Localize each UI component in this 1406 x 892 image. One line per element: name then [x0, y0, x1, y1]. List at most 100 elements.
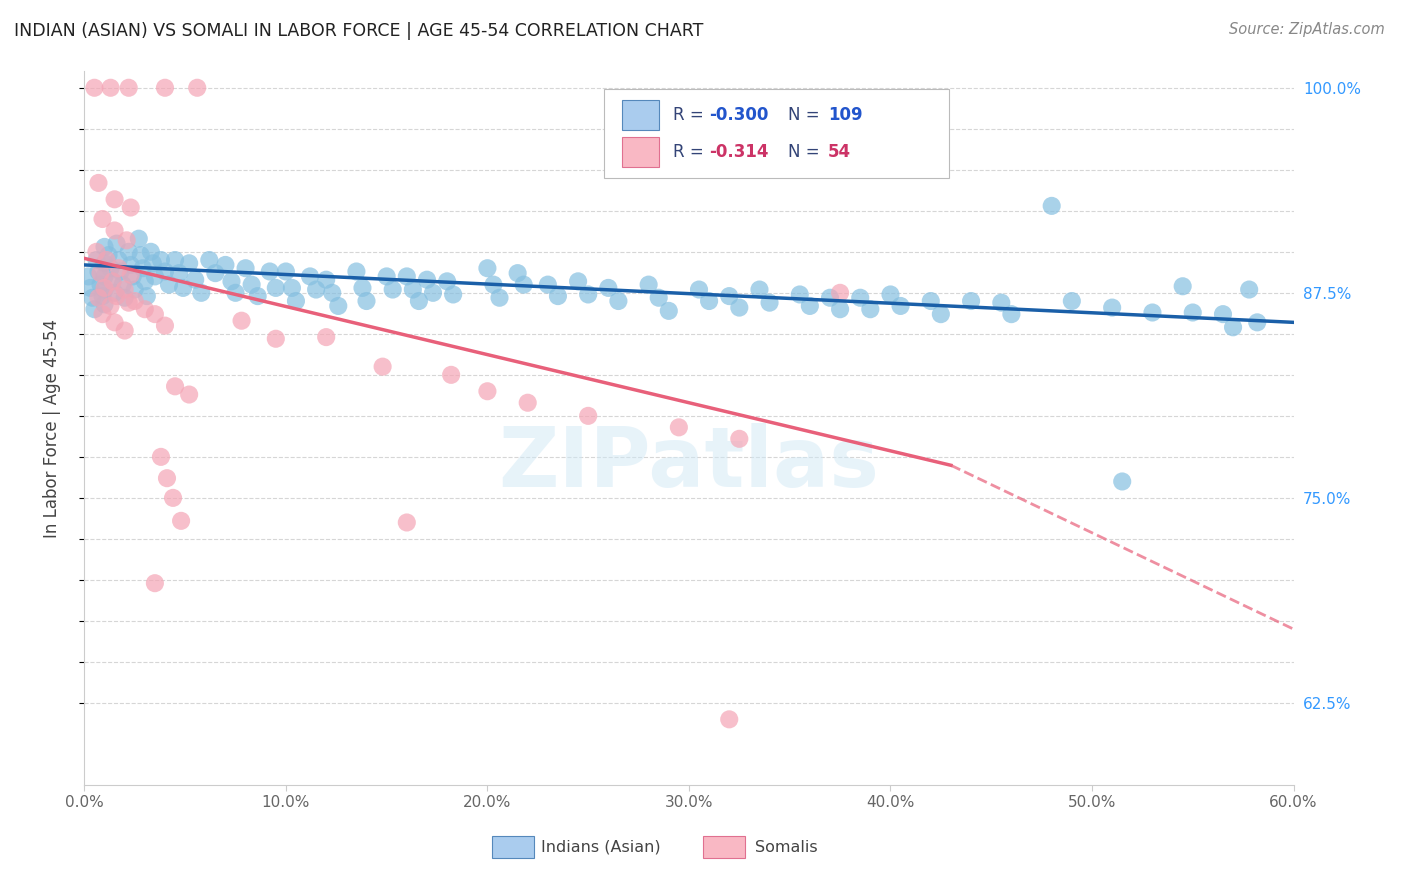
Point — [107, 261, 129, 276]
Point — [111, 277, 134, 292]
Text: N =: N = — [789, 143, 820, 161]
Point — [352, 281, 374, 295]
Point — [1111, 475, 1133, 489]
Text: -0.314: -0.314 — [710, 143, 769, 161]
Text: Source: ZipAtlas.com: Source: ZipAtlas.com — [1229, 22, 1385, 37]
Point — [274, 264, 297, 278]
Point — [371, 359, 394, 374]
Point — [79, 281, 101, 295]
Point — [149, 252, 172, 267]
Point — [114, 324, 136, 338]
Point — [516, 395, 538, 409]
Point — [849, 291, 872, 305]
Point — [186, 80, 208, 95]
Point — [259, 264, 281, 278]
Point — [1040, 199, 1063, 213]
Point — [134, 302, 156, 317]
Point — [231, 314, 253, 328]
Point — [381, 283, 404, 297]
Point — [240, 277, 263, 292]
Point — [395, 269, 418, 284]
Point — [436, 274, 458, 288]
Point — [748, 283, 770, 297]
Text: R =: R = — [673, 143, 704, 161]
Point — [83, 80, 105, 95]
Point — [110, 264, 132, 278]
Point — [1142, 305, 1164, 319]
Point — [93, 240, 115, 254]
Point — [167, 266, 190, 280]
Point — [104, 223, 127, 237]
Point — [118, 80, 141, 95]
Point — [1237, 283, 1260, 297]
Point — [143, 307, 166, 321]
Point — [859, 302, 882, 317]
Point — [124, 283, 146, 297]
Point — [118, 244, 141, 259]
Point — [114, 291, 136, 305]
Point — [422, 285, 444, 300]
Point — [315, 330, 337, 344]
Point — [120, 258, 142, 272]
Point — [104, 315, 127, 329]
Point — [547, 289, 569, 303]
Point — [1171, 279, 1194, 293]
Text: INDIAN (ASIAN) VS SOMALI IN LABOR FORCE | AGE 45-54 CORRELATION CHART: INDIAN (ASIAN) VS SOMALI IN LABOR FORCE … — [14, 22, 703, 40]
Point — [1101, 301, 1123, 315]
Point — [149, 450, 172, 464]
Point — [440, 368, 463, 382]
Point — [441, 287, 464, 301]
Point — [139, 244, 162, 259]
Point — [142, 256, 165, 270]
Point — [153, 264, 176, 278]
Point — [104, 192, 127, 206]
Point — [114, 283, 136, 297]
Point — [101, 274, 124, 288]
Point — [1181, 305, 1204, 319]
Point — [86, 244, 108, 259]
Point — [718, 289, 741, 303]
Point — [179, 256, 201, 270]
Point — [1000, 307, 1022, 321]
Point — [658, 304, 681, 318]
Point — [799, 299, 821, 313]
Point — [86, 252, 108, 267]
Point — [402, 283, 425, 297]
Point — [101, 274, 124, 288]
Point — [204, 266, 226, 280]
Point — [567, 274, 589, 288]
Point — [346, 264, 368, 278]
Point — [477, 261, 499, 276]
Point — [920, 293, 942, 308]
Point — [668, 420, 690, 434]
Point — [93, 283, 115, 297]
Point — [264, 281, 287, 295]
Bar — [623, 136, 659, 167]
Point — [115, 233, 138, 247]
Point — [408, 293, 430, 308]
Text: R =: R = — [673, 106, 704, 124]
Y-axis label: In Labor Force | Age 45-54: In Labor Force | Age 45-54 — [42, 318, 60, 538]
Point — [1222, 320, 1244, 334]
Point — [395, 516, 418, 530]
Text: 54: 54 — [828, 143, 851, 161]
Point — [107, 252, 129, 267]
Point — [1246, 315, 1268, 329]
Point — [93, 256, 115, 270]
Point — [607, 293, 630, 308]
Point — [506, 266, 529, 280]
Point — [172, 281, 194, 295]
Point — [356, 293, 378, 308]
Point — [990, 295, 1012, 310]
Text: -0.300: -0.300 — [710, 106, 769, 124]
Point — [830, 302, 852, 317]
Point — [637, 277, 659, 292]
Point — [100, 299, 122, 313]
Point — [879, 287, 901, 301]
Point — [120, 201, 142, 215]
Point — [77, 269, 100, 284]
Point — [375, 269, 398, 284]
Point — [179, 387, 201, 401]
Point — [818, 291, 841, 305]
Point — [143, 576, 166, 591]
